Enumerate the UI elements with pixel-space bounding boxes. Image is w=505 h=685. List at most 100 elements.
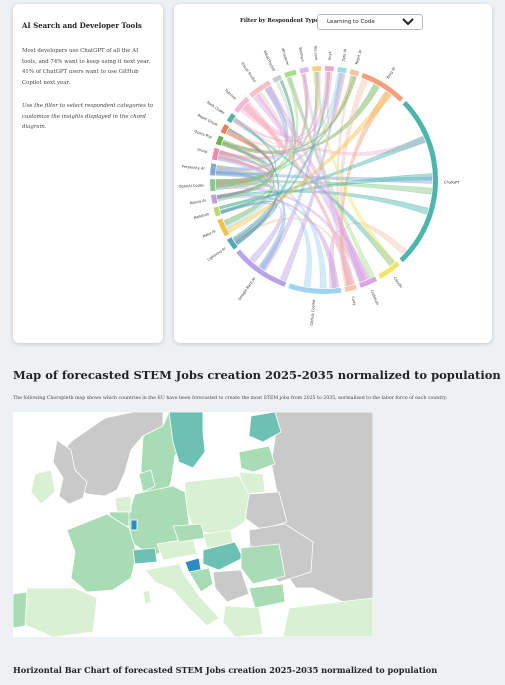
chord-group-arc[interactable]: [284, 69, 297, 78]
map-region-luxembourg[interactable]: [130, 519, 138, 531]
chord-group-label: ChatGPT: [444, 180, 460, 184]
chord-group-label: Zyte AI: [341, 49, 347, 62]
chord-ribbon[interactable]: [287, 77, 375, 279]
map-region-corsica[interactable]: [142, 589, 152, 605]
map-region-uk[interactable]: [52, 439, 88, 505]
chord-ribbon[interactable]: [215, 80, 295, 189]
select-value: Learning to Code: [327, 19, 375, 25]
map-region-romania[interactable]: [240, 543, 286, 585]
chord-group-arc[interactable]: [344, 284, 357, 292]
chord-group-label: Neeva AI: [190, 199, 207, 206]
chord-group-label: Metabob: [193, 212, 210, 220]
map-region-baltics[interactable]: [248, 412, 282, 443]
chord-group-arc[interactable]: [220, 123, 230, 135]
chord-group-label: Meta AI: [202, 229, 216, 238]
chord-group-arc[interactable]: [210, 179, 216, 192]
filter-label: Filter by Respondent Type:: [240, 18, 321, 24]
chord-group-arc[interactable]: [299, 67, 309, 74]
choropleth-map[interactable]: [13, 412, 373, 637]
chord-group-label: Google Bard AI: [238, 277, 257, 301]
map-region-serbia[interactable]: [212, 569, 250, 603]
chord-group-label: Bing AI: [386, 66, 396, 79]
chord-group-arc[interactable]: [337, 66, 347, 74]
map-region-denmark[interactable]: [138, 469, 156, 493]
chord-group-arc[interactable]: [249, 80, 272, 98]
chord-group-arc[interactable]: [272, 74, 283, 83]
chord-ribbon[interactable]: [215, 150, 272, 186]
chord-group-arc[interactable]: [234, 96, 250, 113]
chevron-down-icon: [402, 18, 414, 26]
chord-ribbon[interactable]: [227, 91, 392, 234]
chord-group-arc[interactable]: [324, 66, 334, 72]
chord-ribbon[interactable]: [219, 173, 433, 210]
chord-group-arc[interactable]: [226, 113, 236, 124]
chord-ribbon[interactable]: [220, 200, 277, 245]
chord-group-label: Tabnine: [223, 88, 237, 102]
info-title: AI Search and Developer Tools: [22, 21, 142, 30]
chord-group-label: GitHub Copilot: [310, 299, 316, 326]
chord-group-label: Cody: [351, 296, 357, 307]
chord-group-label: WhatTheDiff: [263, 50, 276, 72]
chord-group-arc[interactable]: [211, 194, 218, 204]
map-section-description: The following Choropleth map shows which…: [13, 396, 447, 401]
bar-chart-section-title: Horizontal Bar Chart of forecasted STEM …: [13, 665, 438, 675]
chord-ribbon[interactable]: [217, 77, 299, 202]
chord-group-arc[interactable]: [378, 261, 400, 279]
map-region-greece[interactable]: [222, 605, 264, 637]
info-hint: Use the filter to select respondent cate…: [22, 103, 153, 130]
map-region-finland[interactable]: [168, 412, 206, 469]
map-region-turkey[interactable]: [282, 597, 373, 637]
chord-group-label: Codeium: [370, 289, 380, 306]
map-region-switzerland[interactable]: [132, 547, 158, 565]
chord-group-label: OpenAI Codex: [179, 183, 206, 188]
chord-group-arc[interactable]: [349, 69, 360, 77]
chord-ribbon[interactable]: [215, 142, 272, 184]
chord-group-arc[interactable]: [217, 218, 230, 237]
chord-group-arc[interactable]: [236, 249, 287, 287]
chord-group-arc[interactable]: [211, 147, 220, 161]
chord-ribbon[interactable]: [217, 156, 327, 289]
chord-group-arc[interactable]: [399, 100, 438, 263]
map-region-france[interactable]: [66, 513, 138, 593]
chord-group-arc[interactable]: [359, 276, 378, 288]
map-region-hungary[interactable]: [202, 541, 244, 571]
chord-group-arc[interactable]: [312, 66, 322, 72]
chord-group-label: Quora Poe: [194, 129, 214, 140]
chord-group-label: You.com: [313, 45, 318, 61]
map-section-title: Map of forecasted STEM Jobs creation 202…: [13, 368, 501, 382]
chord-group-label: Rask Coder: [206, 100, 226, 115]
respondent-type-select[interactable]: Learning to Code: [317, 14, 423, 30]
chord-ribbon[interactable]: [215, 185, 365, 283]
chord-group-arc[interactable]: [215, 135, 224, 146]
info-text: Most developers use ChatGPT of all the A…: [22, 48, 151, 86]
map-region-ireland[interactable]: [30, 469, 56, 505]
map-region-netherlands[interactable]: [114, 495, 132, 513]
chord-group-label: Claude: [393, 276, 404, 289]
chord-ribbon[interactable]: [312, 72, 396, 266]
chord-card: Filter by Respondent Type: Learning to C…: [174, 4, 492, 343]
chord-diagram[interactable]: Bing AI ChatGPT Claude Codeium Cody GitHub Co…: [174, 32, 492, 343]
map-region-estonia-latvia[interactable]: [238, 445, 276, 473]
chord-ribbon[interactable]: [265, 85, 369, 281]
map-region-croatia[interactable]: [188, 567, 214, 593]
chord-ribbon[interactable]: [340, 221, 407, 287]
chord-group-arc[interactable]: [210, 163, 217, 176]
chord-group-arc[interactable]: [288, 283, 342, 294]
chord-group-arc[interactable]: [226, 237, 238, 250]
chord-ribbon[interactable]: [244, 102, 354, 286]
map-region-portugal[interactable]: [13, 591, 28, 629]
chord-ribbon[interactable]: [217, 195, 340, 288]
chord-group-label: Snyk: [328, 50, 332, 60]
chord-ribbon[interactable]: [226, 75, 354, 148]
chord-group-label: Visual Studio: [240, 61, 257, 82]
map-region-italy[interactable]: [144, 563, 220, 627]
chord-group-arc[interactable]: [213, 206, 221, 217]
info-card: AI Search and Developer Tools Most devel…: [13, 4, 163, 343]
map-region-bulgaria[interactable]: [248, 583, 286, 609]
chord-ribbon[interactable]: [253, 93, 366, 282]
chord-group-label: Phind: [197, 148, 208, 154]
chord-group-arc[interactable]: [361, 72, 404, 102]
chord-group-label: Wolfram: [298, 47, 305, 63]
chord-group-label: Perplexity AI: [182, 165, 205, 171]
chord-group-label: Whisperer: [280, 48, 289, 67]
